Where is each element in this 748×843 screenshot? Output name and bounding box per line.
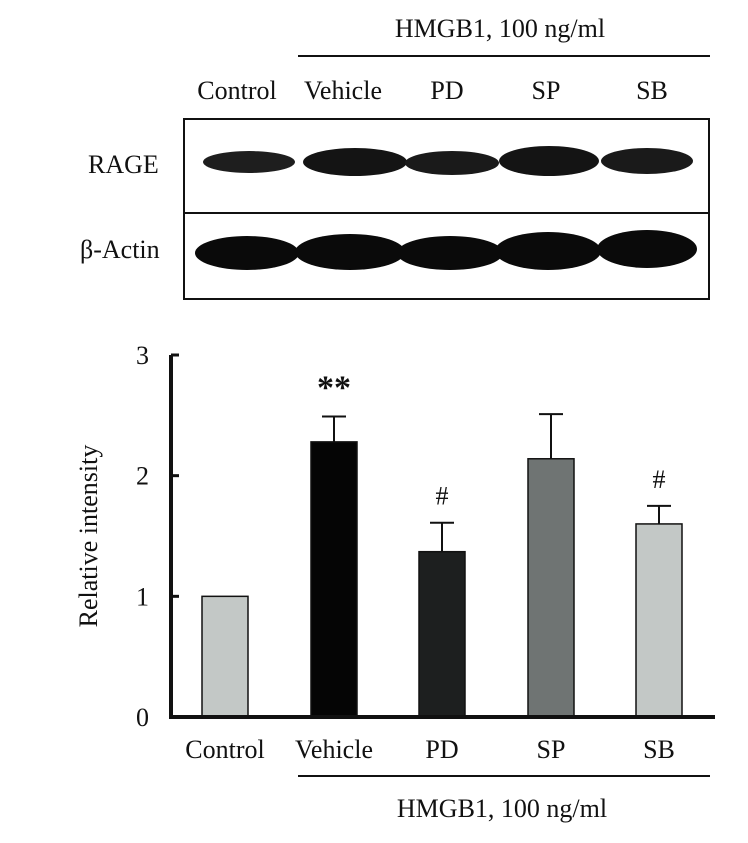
y-tick-label-1: 1 bbox=[136, 582, 149, 611]
bar-vehicle bbox=[310, 441, 358, 718]
rage-band-pd bbox=[405, 151, 499, 175]
significance-mark-vehicle: ** bbox=[317, 370, 351, 407]
western-blot-image bbox=[183, 118, 710, 300]
x-tick-label-pd: PD bbox=[425, 735, 458, 764]
y-axis-title: Relative intensity bbox=[74, 445, 103, 628]
bar-pd bbox=[418, 550, 466, 718]
blot-lane-label-vehicle: Vehicle bbox=[304, 76, 382, 105]
rage-band-vehicle bbox=[303, 148, 407, 176]
blot-row-label-actin: β-Actin bbox=[80, 235, 160, 264]
bar-sp bbox=[527, 458, 575, 718]
rage-band-sb bbox=[601, 148, 693, 174]
blot-row-label-rage: RAGE bbox=[88, 150, 159, 179]
x-tick-label-control: Control bbox=[185, 735, 264, 764]
significance-mark-pd: # bbox=[436, 482, 449, 511]
significance-mark-sb: # bbox=[653, 465, 666, 494]
bar-sb bbox=[635, 523, 683, 718]
blot-lane-label-sp: SP bbox=[531, 76, 561, 105]
rage-band-control bbox=[203, 151, 295, 173]
actin-band-sb bbox=[597, 230, 697, 268]
actin-band-pd bbox=[397, 236, 503, 270]
blot-divider bbox=[185, 212, 708, 214]
actin-band-vehicle bbox=[295, 234, 405, 270]
y-tick-label-2: 2 bbox=[136, 462, 149, 491]
x-tick-label-vehicle: Vehicle bbox=[295, 735, 373, 764]
rage-band-sp bbox=[499, 146, 599, 176]
blot-treatment-bracket bbox=[298, 55, 710, 57]
blot-lane-label-sb: SB bbox=[636, 76, 668, 105]
blot-treatment-label: HMGB1, 100 ng/ml bbox=[394, 14, 606, 43]
x-tick-label-sb: SB bbox=[643, 735, 675, 764]
x-tick-label-sp: SP bbox=[537, 735, 566, 764]
blot-lane-label-pd: PD bbox=[430, 76, 464, 105]
blot-lane-label-control: Control bbox=[197, 76, 277, 105]
actin-band-control bbox=[195, 236, 299, 270]
y-tick-label-0: 0 bbox=[136, 703, 149, 732]
y-tick-label-3: 3 bbox=[136, 341, 149, 370]
actin-band-sp bbox=[495, 232, 601, 270]
bar-control bbox=[201, 595, 249, 718]
chart-treatment-label: HMGB1, 100 ng/ml bbox=[397, 794, 607, 823]
